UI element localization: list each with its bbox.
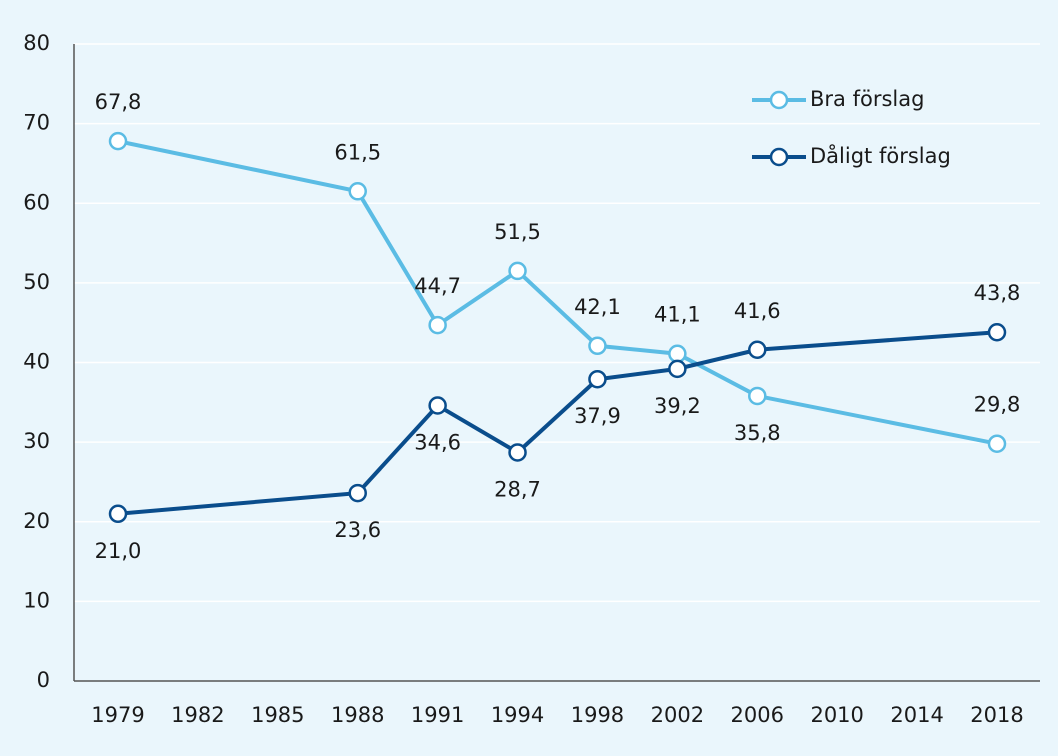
data-point bbox=[987, 322, 1007, 342]
data-point bbox=[108, 504, 128, 524]
data-point bbox=[508, 261, 527, 281]
y-tick-label: 0 bbox=[37, 668, 50, 692]
legend-marker bbox=[769, 147, 789, 167]
data-label: 43,8 bbox=[974, 281, 1021, 305]
data-label: 42,1 bbox=[574, 295, 621, 319]
legend-label: Dåligt förslag bbox=[810, 143, 951, 168]
x-tick-label: 2006 bbox=[731, 703, 784, 727]
data-point bbox=[588, 336, 607, 356]
series-line bbox=[117, 330, 998, 516]
data-label: 41,6 bbox=[734, 299, 781, 323]
x-tick-label: 2018 bbox=[970, 703, 1023, 727]
data-point bbox=[348, 182, 367, 201]
data-label: 67,8 bbox=[95, 90, 142, 114]
data-label: 61,5 bbox=[334, 140, 381, 164]
data-point bbox=[987, 434, 1007, 453]
data-point bbox=[588, 369, 607, 389]
data-label: 51,5 bbox=[494, 220, 541, 244]
data-point bbox=[428, 315, 447, 335]
data-point bbox=[508, 443, 527, 462]
y-tick-label: 50 bbox=[23, 270, 50, 294]
x-tick-label: 1982 bbox=[171, 703, 224, 727]
data-point bbox=[748, 386, 767, 406]
y-tick-label: 20 bbox=[23, 509, 50, 533]
series-line bbox=[117, 139, 998, 446]
x-tick-label: 2010 bbox=[810, 703, 863, 727]
legend-label: Bra förslag bbox=[810, 87, 924, 111]
x-tick-label: 2014 bbox=[890, 703, 943, 727]
data-point bbox=[428, 396, 447, 415]
data-point bbox=[348, 483, 367, 503]
x-tick-label: 1994 bbox=[491, 703, 544, 727]
data-label: 28,7 bbox=[494, 477, 541, 501]
y-tick-label: 60 bbox=[23, 190, 50, 214]
data-label: 21,0 bbox=[95, 539, 142, 563]
y-tick-label: 80 bbox=[23, 31, 50, 55]
x-tick-label: 2002 bbox=[651, 703, 704, 727]
data-label: 44,7 bbox=[414, 274, 461, 298]
legend-marker bbox=[769, 90, 789, 110]
x-tick-label: 1991 bbox=[411, 703, 464, 727]
data-point bbox=[668, 344, 687, 363]
data-point bbox=[668, 359, 687, 379]
y-tick-label: 40 bbox=[23, 350, 50, 374]
data-label: 29,8 bbox=[974, 393, 1021, 417]
y-tick-label: 10 bbox=[23, 588, 50, 612]
data-label: 37,9 bbox=[574, 404, 621, 428]
x-tick-label: 1985 bbox=[251, 703, 304, 727]
data-label: 23,6 bbox=[334, 518, 381, 542]
data-label: 35,8 bbox=[734, 421, 781, 445]
y-tick-label: 30 bbox=[23, 429, 50, 453]
data-label: 39,2 bbox=[654, 394, 701, 418]
y-tick-label: 70 bbox=[23, 111, 50, 135]
data-point bbox=[108, 131, 128, 151]
data-label: 41,1 bbox=[654, 303, 701, 327]
x-tick-label: 1979 bbox=[91, 703, 144, 727]
data-label: 34,6 bbox=[414, 430, 461, 454]
x-tick-label: 1998 bbox=[571, 703, 624, 727]
data-point bbox=[748, 340, 767, 360]
x-tick-label: 1988 bbox=[331, 703, 384, 727]
